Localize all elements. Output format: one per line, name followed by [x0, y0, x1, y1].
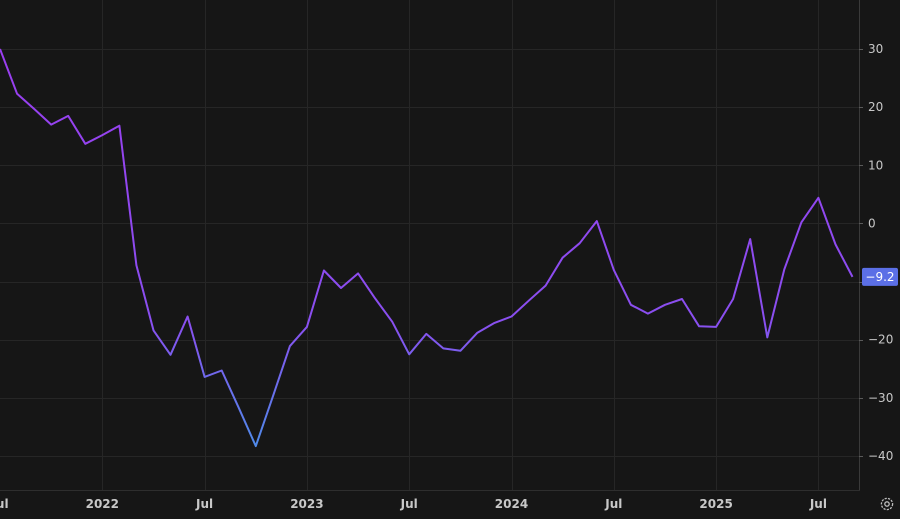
data-point [715, 326, 717, 328]
y-tick-label: −30 [868, 391, 893, 405]
data-point [118, 125, 120, 127]
data-point [545, 285, 547, 287]
data-point [698, 325, 700, 327]
y-tick-label: 20 [868, 100, 883, 114]
data-point [562, 257, 564, 259]
data-point [425, 333, 427, 335]
data-point [579, 242, 581, 244]
data-point [732, 298, 734, 300]
data-point [442, 347, 444, 349]
data-point [664, 304, 666, 306]
y-tick-label: 0 [868, 216, 876, 230]
x-tick-label: 2024 [495, 497, 528, 511]
x-axis-labels: Jul 2022 Jul 2023 Jul 2024 Jul 2025 Jul [0, 497, 827, 511]
last-value-badge [862, 267, 898, 286]
data-point [681, 298, 683, 300]
x-tick-label: 2022 [86, 497, 119, 511]
data-point [101, 134, 103, 136]
data-point [340, 287, 342, 289]
series-layer [0, 48, 854, 448]
x-tick-label: Jul [0, 497, 9, 511]
data-point [630, 304, 632, 306]
y-tick-label: −20 [868, 333, 893, 347]
data-point [323, 270, 325, 272]
x-tick-label: Jul [604, 497, 622, 511]
gear-icon-glyph [880, 497, 894, 511]
data-point [749, 238, 751, 240]
data-point [511, 316, 513, 318]
x-tick-label: 2025 [699, 497, 732, 511]
data-point [476, 332, 478, 334]
x-tick-label: Jul [400, 497, 418, 511]
data-point [783, 268, 785, 270]
data-point [16, 93, 18, 95]
gear-icon[interactable] [876, 493, 898, 515]
x-tick-label: 2023 [290, 497, 323, 511]
data-point [613, 269, 615, 271]
data-point [135, 264, 137, 266]
data-point [67, 115, 69, 117]
data-point [835, 243, 837, 245]
data-point [204, 376, 206, 378]
data-point [306, 326, 308, 328]
data-point [33, 108, 35, 110]
y-axis-labels: 30 20 10 0 −20 −30 −40 [859, 42, 893, 463]
x-tick-label: Jul [195, 497, 213, 511]
data-point [255, 445, 257, 447]
data-point [817, 197, 819, 199]
data-point [221, 370, 223, 372]
data-point [852, 276, 854, 278]
data-point [153, 329, 155, 331]
grid-lines [0, 0, 859, 490]
data-point [272, 396, 274, 398]
x-tick-label: Jul [809, 497, 827, 511]
y-tick-label: −40 [868, 449, 893, 463]
data-point [647, 313, 649, 315]
data-point [374, 297, 376, 299]
data-point [357, 272, 359, 274]
data-point [528, 300, 530, 302]
data-point [459, 350, 461, 352]
data-point [84, 143, 86, 145]
last-value-marker: −9.2 [862, 267, 898, 286]
y-tick-label: 30 [868, 42, 883, 56]
series-line [0, 48, 854, 448]
data-point [596, 220, 598, 222]
data-point [494, 322, 496, 324]
data-point [50, 124, 52, 126]
data-point [408, 353, 410, 355]
data-point [800, 221, 802, 223]
y-tick-label: 10 [868, 158, 883, 172]
last-value-label: −9.2 [865, 270, 894, 284]
data-point [170, 354, 172, 356]
data-point [391, 321, 393, 323]
data-point [289, 345, 291, 347]
data-point [238, 407, 240, 409]
data-point [187, 316, 189, 318]
data-point [766, 336, 768, 338]
